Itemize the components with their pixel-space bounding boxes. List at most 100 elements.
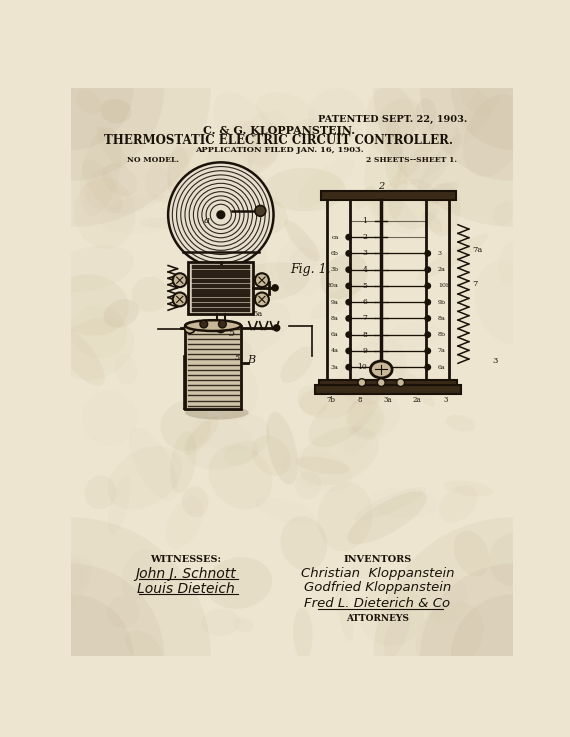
Ellipse shape: [0, 517, 211, 737]
Ellipse shape: [185, 405, 249, 419]
Bar: [192, 284, 250, 288]
Bar: [192, 265, 250, 269]
Ellipse shape: [9, 27, 133, 150]
Ellipse shape: [446, 415, 476, 431]
Ellipse shape: [82, 159, 123, 213]
Text: INVENTORS: INVENTORS: [343, 555, 412, 565]
Ellipse shape: [182, 486, 209, 517]
Ellipse shape: [489, 533, 535, 587]
Circle shape: [346, 283, 352, 289]
Ellipse shape: [185, 320, 241, 331]
Bar: [188, 262, 254, 314]
Text: 7: 7: [473, 279, 478, 287]
Ellipse shape: [226, 339, 253, 364]
Text: APPLICATION FILED JAN. 16, 1903.: APPLICATION FILED JAN. 16, 1903.: [194, 146, 363, 154]
Ellipse shape: [132, 276, 169, 312]
Text: 8: 8: [363, 331, 367, 339]
Circle shape: [255, 206, 266, 216]
Text: 8: 8: [357, 397, 362, 405]
Text: 8b: 8b: [438, 332, 446, 337]
Text: 3: 3: [443, 397, 448, 405]
Ellipse shape: [58, 318, 134, 380]
Ellipse shape: [439, 485, 478, 523]
Text: 3b: 3b: [331, 267, 339, 272]
Ellipse shape: [384, 607, 410, 658]
Ellipse shape: [100, 99, 132, 123]
Ellipse shape: [0, 564, 164, 737]
Text: 6: 6: [363, 298, 367, 306]
Ellipse shape: [102, 164, 137, 196]
Text: PATENTED SEPT. 22, 1903.: PATENTED SEPT. 22, 1903.: [318, 115, 467, 124]
Ellipse shape: [104, 299, 139, 328]
Circle shape: [173, 293, 187, 307]
Ellipse shape: [219, 231, 241, 250]
Ellipse shape: [140, 217, 192, 228]
Ellipse shape: [370, 361, 392, 378]
Ellipse shape: [168, 146, 190, 205]
Bar: [192, 308, 250, 312]
Bar: [315, 385, 461, 394]
Circle shape: [346, 365, 352, 370]
Text: 2a: 2a: [438, 267, 446, 272]
Text: THERMOSTATIC ELECTRIC CIRCUIT CONTROLLER.: THERMOSTATIC ELECTRIC CIRCUIT CONTROLLER…: [104, 134, 454, 147]
Ellipse shape: [444, 481, 493, 497]
Ellipse shape: [170, 431, 197, 493]
Ellipse shape: [247, 123, 281, 173]
Circle shape: [346, 267, 352, 273]
Ellipse shape: [345, 393, 400, 440]
Ellipse shape: [196, 168, 265, 214]
Ellipse shape: [384, 133, 440, 196]
Text: John J. Schnott: John J. Schnott: [136, 567, 237, 581]
Text: 8a: 8a: [331, 316, 339, 321]
Ellipse shape: [299, 386, 357, 419]
Ellipse shape: [75, 178, 136, 249]
Ellipse shape: [416, 601, 484, 672]
Ellipse shape: [348, 398, 385, 438]
Text: WITNESSES:: WITNESSES:: [150, 555, 222, 565]
Circle shape: [425, 332, 430, 338]
Text: 9: 9: [363, 347, 367, 355]
Circle shape: [272, 284, 278, 291]
Circle shape: [200, 320, 207, 328]
Text: 9b: 9b: [438, 300, 446, 304]
Circle shape: [425, 315, 430, 321]
Ellipse shape: [422, 212, 442, 233]
Circle shape: [425, 299, 430, 305]
Ellipse shape: [54, 274, 129, 336]
Ellipse shape: [201, 609, 241, 636]
Text: 5a: 5a: [253, 310, 263, 318]
Ellipse shape: [308, 384, 379, 447]
Ellipse shape: [96, 127, 127, 169]
Text: 5: 5: [235, 354, 240, 363]
Ellipse shape: [420, 0, 570, 181]
Ellipse shape: [451, 27, 570, 150]
Circle shape: [425, 365, 430, 370]
Ellipse shape: [213, 92, 280, 167]
Ellipse shape: [379, 99, 422, 139]
Ellipse shape: [339, 337, 407, 405]
Ellipse shape: [84, 475, 116, 509]
Circle shape: [216, 324, 226, 332]
Ellipse shape: [80, 128, 121, 216]
Text: NO MODEL.: NO MODEL.: [127, 156, 179, 164]
Text: 2 SHEETS--SHEET 1.: 2 SHEETS--SHEET 1.: [366, 156, 457, 164]
Ellipse shape: [9, 594, 133, 718]
Ellipse shape: [84, 160, 172, 214]
Circle shape: [185, 323, 196, 333]
Circle shape: [173, 273, 187, 287]
Ellipse shape: [160, 401, 211, 451]
Bar: [319, 380, 457, 386]
Text: 4a: 4a: [331, 349, 339, 354]
Text: 2: 2: [378, 182, 384, 191]
Ellipse shape: [295, 472, 321, 500]
Text: 7a: 7a: [473, 245, 483, 254]
Ellipse shape: [293, 607, 313, 660]
Text: 3: 3: [438, 251, 442, 256]
Circle shape: [425, 348, 430, 354]
Text: 2a: 2a: [413, 397, 421, 405]
Circle shape: [218, 320, 226, 328]
Bar: [192, 303, 250, 307]
Ellipse shape: [280, 346, 314, 383]
Ellipse shape: [289, 248, 317, 273]
Ellipse shape: [298, 385, 328, 416]
